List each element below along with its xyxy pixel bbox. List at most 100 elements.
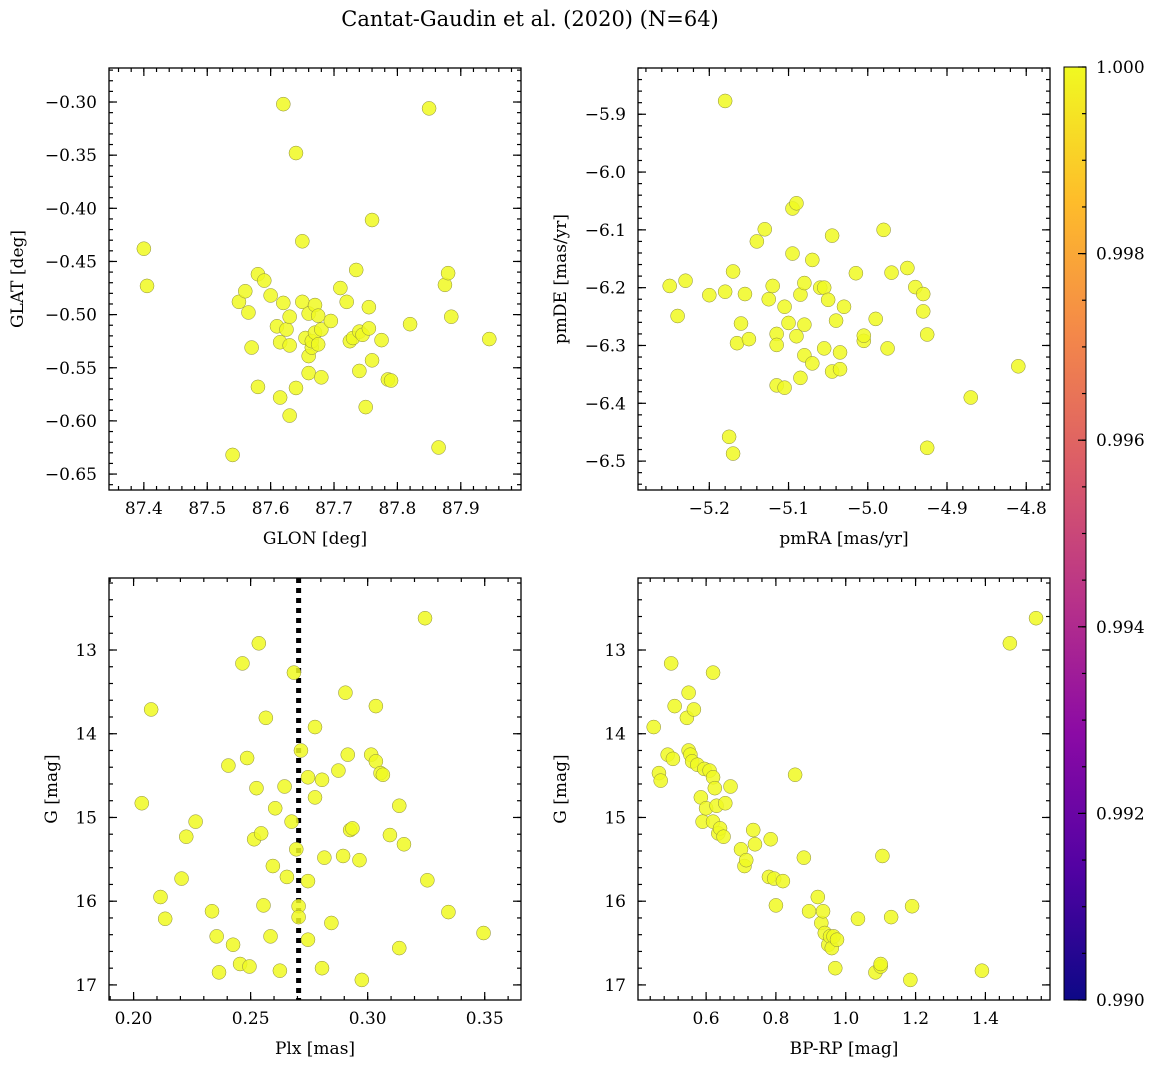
scatter-point [279, 322, 294, 337]
y-tick-label: −6.3 [585, 336, 626, 356]
scatter-point [286, 665, 302, 680]
y-tick-label: 13 [75, 641, 97, 661]
scatter-point [258, 710, 274, 726]
y-tick-label: −0.40 [45, 199, 97, 219]
y-tick-label: 14 [604, 725, 626, 745]
scatter-point [805, 252, 820, 268]
x-tick-label: 0.20 [115, 1009, 153, 1029]
scatter-point [829, 932, 845, 947]
scatter-point [249, 780, 264, 796]
scatter-point [348, 262, 364, 278]
scatter-point [157, 911, 173, 927]
x-tick-label: 87.6 [252, 499, 290, 519]
scatter-point [741, 331, 757, 347]
scatter-point [828, 313, 844, 328]
scatter-point [295, 234, 310, 249]
scatter-point [211, 965, 227, 980]
scatter-point [476, 925, 491, 941]
scatter-point [915, 304, 931, 319]
scatter-point [374, 332, 389, 348]
y-tick-label: −6.4 [585, 394, 626, 414]
scatter-point [444, 309, 459, 324]
x-tick-label: 87.9 [442, 499, 480, 519]
scatter-point [793, 370, 808, 386]
scatter-point [646, 719, 661, 735]
colorbar-tick-label: 0.994 [1096, 618, 1145, 638]
y-tick-label: −0.50 [45, 306, 97, 326]
scatter-point [745, 822, 761, 838]
scatter-point [868, 311, 883, 327]
scatter-point [307, 719, 323, 735]
scatter-point [789, 196, 804, 211]
scatter-point [352, 363, 367, 379]
scatter-point [900, 260, 915, 276]
scatter-point [789, 328, 804, 344]
scatter-point [364, 212, 380, 228]
scatter-point [331, 763, 346, 778]
x-tick-label: 87.4 [125, 499, 163, 519]
scatter-point [300, 873, 316, 889]
scatter-point [352, 852, 367, 868]
scatter-point [765, 278, 780, 294]
scatter-point [805, 356, 820, 371]
scatter-point [179, 829, 194, 844]
x-axis-label: BP-RP [mag] [790, 1039, 899, 1059]
scatter-point [153, 889, 168, 905]
scatter-point [420, 873, 435, 888]
scatter-point [323, 313, 339, 329]
scatter-point [241, 305, 256, 320]
scatter-point [338, 685, 353, 700]
scatter-point [440, 265, 456, 281]
scatter-point [293, 743, 309, 758]
scatter-point [277, 779, 292, 794]
scatter-point [431, 440, 446, 455]
scatter-point [279, 869, 295, 885]
scatter-point [904, 898, 920, 914]
scatter-point [251, 636, 267, 651]
scatter-point [300, 932, 316, 947]
x-axis-label: pmRA [mas/yr] [779, 529, 908, 549]
y-tick-label: 13 [604, 641, 626, 661]
scatter-point [282, 408, 297, 423]
scatter-point [284, 814, 299, 829]
scatter-point [250, 379, 266, 395]
scatter-point [725, 264, 741, 279]
x-tick-label: 87.8 [378, 499, 416, 519]
scatter-point [288, 145, 304, 161]
scatter-point [383, 373, 399, 388]
y-axis-label: G [mag] [42, 754, 62, 823]
scatter-point [324, 915, 339, 931]
scatter-point [340, 747, 356, 762]
colorbar-tick-label: 0.996 [1096, 431, 1145, 451]
axes-frame [108, 67, 522, 491]
scatter-point [345, 821, 360, 836]
x-tick-label: 0.35 [466, 1009, 504, 1029]
y-axis-label: GLAT [deg] [8, 230, 28, 328]
scatter-point [903, 972, 918, 988]
scatter-point [781, 315, 796, 331]
scatter-point [769, 337, 784, 353]
y-tick-label: −0.65 [45, 465, 97, 485]
scatter-point [272, 390, 288, 405]
scatter-point [375, 767, 391, 783]
scatter-point [301, 365, 316, 381]
scatter-point [421, 101, 437, 116]
scatter-point [963, 390, 979, 405]
scatter-point [733, 316, 749, 331]
scatter-point [139, 278, 155, 294]
panel-plx-g: 0.20 0.25 0.30 0.35 13 14 15 16 17 Plx [mas] G [ma… [42, 577, 522, 1059]
y-axis-label: G [mag] [551, 754, 571, 823]
x-tick-label: 0.25 [232, 1009, 270, 1029]
x-tick-label: −5.0 [847, 499, 888, 519]
scatter-point [876, 222, 891, 238]
scatter-point [873, 956, 888, 972]
scatter-point [705, 665, 721, 680]
scatter-point [797, 317, 812, 332]
y-tick-label: 16 [75, 892, 97, 912]
scatter-point [307, 790, 323, 805]
scatter-point [231, 294, 247, 310]
y-tick-label: −6.0 [585, 163, 626, 183]
scatter-point [204, 903, 220, 919]
x-tick-label: −5.1 [768, 499, 809, 519]
